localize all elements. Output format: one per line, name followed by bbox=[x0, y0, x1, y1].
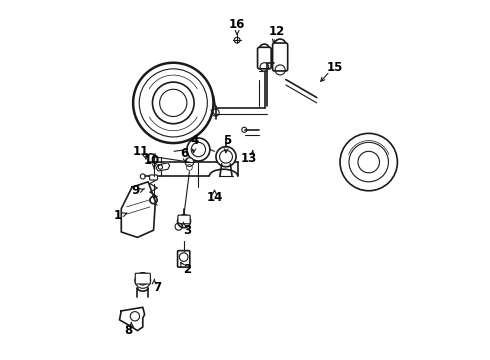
Circle shape bbox=[150, 197, 157, 204]
FancyBboxPatch shape bbox=[149, 175, 157, 180]
Text: 6: 6 bbox=[180, 147, 188, 159]
FancyBboxPatch shape bbox=[272, 43, 288, 71]
Text: 7: 7 bbox=[153, 281, 161, 294]
Circle shape bbox=[177, 215, 191, 228]
FancyBboxPatch shape bbox=[177, 251, 190, 267]
Text: 15: 15 bbox=[326, 60, 343, 73]
Circle shape bbox=[187, 138, 210, 161]
Text: 9: 9 bbox=[131, 184, 140, 197]
Circle shape bbox=[259, 44, 270, 54]
FancyBboxPatch shape bbox=[135, 273, 150, 284]
Text: 10: 10 bbox=[144, 154, 160, 167]
Text: 13: 13 bbox=[241, 152, 257, 165]
Text: 14: 14 bbox=[206, 192, 223, 204]
Text: 2: 2 bbox=[184, 263, 192, 276]
Circle shape bbox=[216, 147, 236, 167]
Polygon shape bbox=[122, 182, 155, 237]
Text: 16: 16 bbox=[229, 18, 245, 31]
Text: 4: 4 bbox=[191, 134, 199, 147]
FancyBboxPatch shape bbox=[178, 215, 190, 224]
Text: 8: 8 bbox=[124, 324, 133, 337]
Text: 5: 5 bbox=[223, 134, 231, 147]
Polygon shape bbox=[120, 307, 145, 330]
Circle shape bbox=[185, 158, 194, 166]
FancyBboxPatch shape bbox=[258, 47, 271, 69]
Text: 11: 11 bbox=[133, 145, 149, 158]
Text: 1: 1 bbox=[114, 210, 122, 222]
Circle shape bbox=[234, 37, 240, 43]
Text: 12: 12 bbox=[269, 25, 285, 38]
Circle shape bbox=[274, 39, 286, 50]
Circle shape bbox=[179, 253, 188, 261]
Polygon shape bbox=[156, 163, 170, 171]
Text: 3: 3 bbox=[184, 224, 192, 237]
